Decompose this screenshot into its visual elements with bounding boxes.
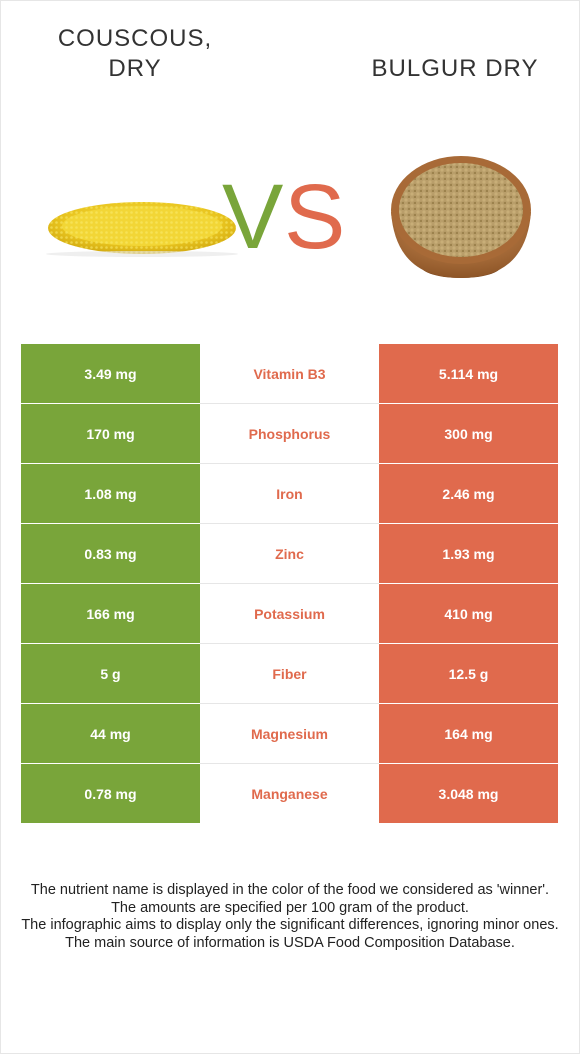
table-row: 166 mg Potassium 410 mg (21, 584, 558, 644)
nutrient-name: Manganese (200, 764, 379, 823)
footnote: The nutrient name is displayed in the co… (30, 882, 550, 898)
left-food-title-line1: COUSCOUS, (57, 25, 213, 52)
left-value: 166 mg (21, 584, 200, 643)
table-row: 170 mg Phosphorus 300 mg (21, 404, 558, 464)
nutrient-name: Iron (200, 464, 379, 524)
left-value: 5 g (21, 644, 200, 703)
table-row: 1.08 mg Iron 2.46 mg (21, 464, 558, 524)
nutrient-name: Zinc (200, 524, 379, 584)
right-value: 164 mg (379, 704, 558, 763)
versus-s: S (284, 170, 345, 260)
versus-v: V (222, 170, 283, 260)
left-value: 44 mg (21, 704, 200, 763)
table-row: 0.78 mg Manganese 3.048 mg (21, 764, 558, 823)
table-row: 5 g Fiber 12.5 g (21, 644, 558, 704)
right-value: 1.93 mg (379, 524, 558, 583)
footnote: The main source of information is USDA F… (65, 934, 515, 951)
left-food-title: COUSCOUS, DRY (40, 24, 230, 84)
footnotes: The nutrient name is displayed in the co… (20, 882, 560, 952)
right-value: 300 mg (379, 404, 558, 463)
left-value: 0.78 mg (21, 764, 200, 823)
right-value: 3.048 mg (379, 764, 558, 823)
nutrient-comparison-table: 3.49 mg Vitamin B3 5.114 mg 170 mg Phosp… (21, 344, 558, 824)
left-value: 1.08 mg (21, 464, 200, 523)
nutrient-name: Vitamin B3 (200, 344, 379, 404)
table-row: 0.83 mg Zinc 1.93 mg (21, 524, 558, 584)
bulgur-bowl-image (391, 156, 531, 278)
nutrient-name: Potassium (200, 584, 379, 644)
left-value: 0.83 mg (21, 524, 200, 583)
nutrient-name: Magnesium (200, 704, 379, 764)
table-row: 44 mg Magnesium 164 mg (21, 704, 558, 764)
versus-mark: V S (222, 170, 345, 260)
nutrient-name: Phosphorus (200, 404, 379, 464)
left-value: 3.49 mg (21, 344, 200, 403)
left-food-title-line2: DRY (108, 55, 162, 82)
couscous-image (46, 202, 238, 257)
footnote: The amounts are specified per 100 gram o… (111, 899, 469, 916)
right-value: 2.46 mg (379, 464, 558, 523)
footnote: The infographic aims to display only the… (21, 917, 559, 933)
nutrient-name: Fiber (200, 644, 379, 704)
table-row: 3.49 mg Vitamin B3 5.114 mg (21, 344, 558, 404)
right-value: 5.114 mg (379, 344, 558, 403)
right-value: 410 mg (379, 584, 558, 643)
right-food-title: BULGUR DRY (371, 55, 539, 82)
left-value: 170 mg (21, 404, 200, 463)
right-value: 12.5 g (379, 644, 558, 703)
